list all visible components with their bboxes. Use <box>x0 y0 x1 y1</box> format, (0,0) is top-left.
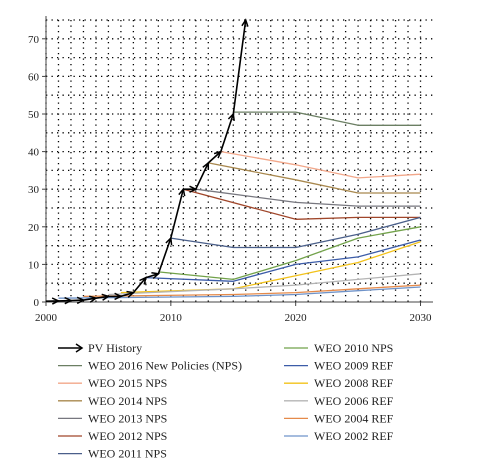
data-point-arrow <box>189 185 198 193</box>
legend-label: WEO 2010 NPS <box>314 341 393 355</box>
series-line <box>83 284 421 298</box>
data-point-arrow <box>126 290 136 298</box>
series-weo-2009-ref <box>145 239 421 282</box>
series-weo-2015-nps <box>220 150 421 179</box>
series-weo-2006-ref <box>108 273 421 296</box>
data-point-arrow <box>178 187 186 197</box>
data-point-arrow <box>139 276 148 285</box>
y-tick-label: 50 <box>28 109 40 121</box>
legend-label: WEO 2013 NPS <box>88 411 167 425</box>
legend: PV History WEO 2016 New Policies (NPS) WEO… <box>58 341 394 461</box>
series-weo-2010-nps <box>158 226 421 281</box>
data-point-arrow <box>64 296 73 305</box>
y-tick-label: 30 <box>28 184 40 196</box>
legend-label: WEO 2002 REF <box>314 429 394 443</box>
series-layer <box>45 18 421 305</box>
legend-entry: WEO 2008 REF <box>284 376 394 390</box>
series-weo-2002-ref <box>58 286 421 299</box>
series-line <box>195 188 421 207</box>
series-line <box>145 239 421 282</box>
legend-label: PV History <box>88 341 142 355</box>
data-point-arrow <box>101 293 111 301</box>
y-tick-label: 20 <box>28 222 40 234</box>
legend-entry: WEO 2012 NPS <box>58 429 167 443</box>
data-point-arrow <box>227 112 235 121</box>
legend-label: WEO 2012 NPS <box>88 429 167 443</box>
series-line <box>233 111 421 126</box>
legend-entry: WEO 2009 REF <box>284 359 394 373</box>
series-line <box>58 286 421 299</box>
series-line <box>220 150 421 179</box>
series-pv-history <box>45 18 249 305</box>
series-line <box>158 226 421 281</box>
data-point-arrow <box>114 292 123 301</box>
series-weo-2016-new-policies-nps <box>233 111 421 126</box>
legend-entry: WEO 2010 NPS <box>284 341 393 355</box>
legend-entry: WEO 2002 REF <box>284 429 394 443</box>
x-tick-label: 2020 <box>285 312 308 324</box>
legend-entry: WEO 2014 NPS <box>58 394 167 408</box>
data-point-arrow <box>213 150 223 159</box>
legend-entry: WEO 2011 NPS <box>58 447 167 461</box>
y-tick-label: 40 <box>28 147 40 159</box>
legend-label: WEO 2014 NPS <box>88 394 167 408</box>
series-line <box>183 188 421 220</box>
legend-entry: WEO 2004 REF <box>284 411 394 425</box>
y-tick-label: 70 <box>28 34 40 46</box>
grid-layer <box>45 19 433 302</box>
series-weo-2013-nps <box>195 188 421 207</box>
data-point-arrow <box>241 18 249 27</box>
legend-entry: PV History <box>58 341 142 355</box>
legend-label: WEO 2011 NPS <box>88 447 167 461</box>
legend-label: WEO 2008 REF <box>314 376 394 390</box>
legend-entry: WEO 2013 NPS <box>58 411 167 425</box>
legend-label: WEO 2009 REF <box>314 359 394 373</box>
data-point-arrow <box>202 161 210 170</box>
legend-entry: WEO 2006 REF <box>284 394 394 408</box>
data-point-arrow <box>51 297 61 305</box>
series-weo-2012-nps <box>183 188 421 220</box>
series-weo-2004-ref <box>83 284 421 298</box>
y-tick-label: 0 <box>34 297 40 309</box>
series-weo-2011-nps <box>170 216 421 249</box>
series-weo-2014-nps <box>208 162 421 194</box>
y-tick-label: 10 <box>28 259 40 271</box>
series-line <box>208 162 421 194</box>
legend-label: WEO 2004 REF <box>314 411 394 425</box>
x-tick-label: 2000 <box>35 312 58 324</box>
legend-arrow-icon <box>75 343 84 353</box>
data-point-arrow <box>165 236 173 246</box>
legend-entry: WEO 2016 New Policies (NPS) <box>58 359 242 373</box>
legend-entry: WEO 2015 NPS <box>58 376 167 390</box>
data-point-arrow <box>88 295 98 303</box>
y-tick-label: 60 <box>28 71 40 83</box>
x-tick-label: 2010 <box>160 312 183 324</box>
series-line <box>108 273 421 296</box>
legend-label: WEO 2006 REF <box>314 394 394 408</box>
legend-label: WEO 2015 NPS <box>88 376 167 390</box>
data-point-arrow <box>76 296 86 305</box>
legend-label: WEO 2016 New Policies (NPS) <box>88 359 242 373</box>
x-tick-label: 2030 <box>410 312 433 324</box>
series-line <box>170 216 421 249</box>
series-line <box>45 19 247 302</box>
data-point-arrow <box>151 271 161 280</box>
